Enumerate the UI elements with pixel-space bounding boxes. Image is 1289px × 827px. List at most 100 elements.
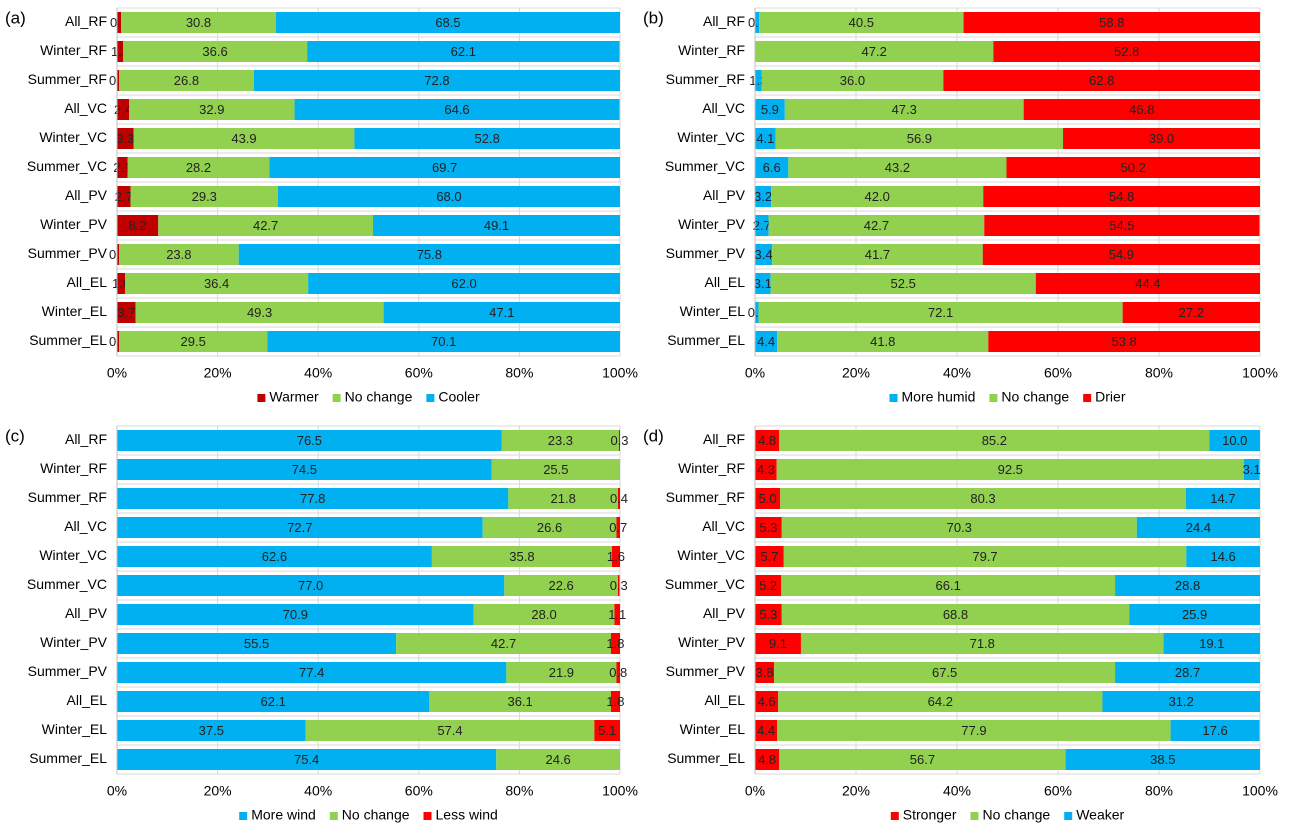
bar-segment xyxy=(277,186,620,207)
value-label: 0.3 xyxy=(610,433,628,448)
value-label: 50.2 xyxy=(1121,160,1146,175)
y-tick-label: Winter_VC xyxy=(39,129,107,145)
value-label: 44.4 xyxy=(1135,276,1160,291)
value-label: 0.4 xyxy=(610,491,628,506)
bar-segment xyxy=(1170,720,1260,741)
value-label: 24.6 xyxy=(545,752,570,767)
bar-segment xyxy=(117,186,131,207)
value-label: 68.8 xyxy=(943,607,968,622)
bar-segment xyxy=(777,331,989,352)
value-label: 62.1 xyxy=(261,694,286,709)
value-label: 62.8 xyxy=(1089,73,1114,88)
value-label: 64.6 xyxy=(444,102,469,117)
y-tick-label: Winter_PV xyxy=(678,634,746,650)
value-label: 42.7 xyxy=(253,218,278,233)
bar-segment xyxy=(755,720,778,741)
bar-segment xyxy=(963,12,1260,33)
bar-segment xyxy=(788,157,1007,178)
panel: (c) 0% 20% 40% 60% 80% 100% All_RF 76.5 23.3 0.3 Wi… xyxy=(5,425,638,823)
legend-label: Cooler xyxy=(438,389,480,405)
legend-swatch xyxy=(332,394,341,402)
bar-segment xyxy=(784,99,1024,120)
bar-segment xyxy=(117,488,509,509)
bar-segment xyxy=(1035,273,1260,294)
value-label: 39.0 xyxy=(1149,131,1174,146)
bar-segment xyxy=(158,215,374,236)
bar-segment xyxy=(1115,662,1260,683)
value-label: 62.1 xyxy=(451,44,476,59)
value-label: 3.7 xyxy=(117,305,135,320)
x-tick-label: 0% xyxy=(745,365,765,381)
bar-segment xyxy=(121,12,276,33)
bar-segment xyxy=(755,459,777,480)
value-label: 49.1 xyxy=(484,218,509,233)
bar-segment xyxy=(1063,128,1260,149)
y-tick-label: Winter_PV xyxy=(40,634,108,650)
y-tick-label: Summer_PV xyxy=(666,245,746,261)
value-label: 57.4 xyxy=(437,723,462,738)
x-tick-label: 60% xyxy=(1044,783,1072,799)
value-label: 67.5 xyxy=(932,665,957,680)
panel: (a)0% 20% 40% 60% 80% 100%All_RF 0.8 30.8 68.5Wi… xyxy=(5,7,638,405)
value-label: 54.9 xyxy=(1109,247,1134,262)
value-label: 52.8 xyxy=(475,131,500,146)
bar-segment xyxy=(755,575,782,596)
bar-segment xyxy=(504,575,618,596)
bar-segment xyxy=(755,691,779,712)
y-tick-label: All_VC xyxy=(64,518,107,534)
bar-segment xyxy=(117,12,122,33)
legend-swatch xyxy=(423,812,432,820)
bar-segment xyxy=(117,662,507,683)
y-tick-label: All_PV xyxy=(65,605,108,621)
value-label: 6.6 xyxy=(763,160,781,175)
value-label: 21.8 xyxy=(551,491,576,506)
y-tick-label: Summer_PV xyxy=(28,245,108,261)
panel-label: (c) xyxy=(5,426,25,445)
value-label: 36.1 xyxy=(507,694,532,709)
panel: (d) 0% 20% 40% 60% 80% 100% All_RF 4.8 85.2 10.0 Wi… xyxy=(643,425,1278,823)
y-tick-label: All_EL xyxy=(705,274,746,290)
bar-segment xyxy=(768,215,985,236)
legend-swatch xyxy=(329,812,338,820)
value-label: 8.2 xyxy=(129,218,147,233)
value-label: 0.8 xyxy=(609,665,627,680)
value-label: 14.7 xyxy=(1210,491,1235,506)
value-label: 77.0 xyxy=(298,578,323,593)
value-label: 26.6 xyxy=(537,520,562,535)
bar-segment xyxy=(611,546,620,567)
bar-segment xyxy=(1243,459,1260,480)
bar-segment xyxy=(117,331,120,352)
bar-segment xyxy=(755,157,789,178)
legend: More wind No change Less wind xyxy=(239,807,498,823)
bar-segment xyxy=(800,633,1164,654)
y-tick-label: Summer_RF xyxy=(666,489,745,505)
y-tick-label: Summer_VC xyxy=(27,158,107,174)
value-label: 28.7 xyxy=(1175,665,1200,680)
bar-segment xyxy=(610,691,620,712)
bar-segment xyxy=(755,273,771,294)
x-tick-label: 100% xyxy=(602,365,638,381)
bar-segment xyxy=(429,691,611,712)
bar-segment xyxy=(983,186,1260,207)
y-tick-label: Winter_EL xyxy=(42,721,108,737)
y-tick-label: Summer_VC xyxy=(665,158,745,174)
value-label: 62.0 xyxy=(451,276,476,291)
value-label: 72.8 xyxy=(424,73,449,88)
legend-label: Less wind xyxy=(436,807,498,823)
value-label: 58.8 xyxy=(1099,15,1124,30)
y-tick-label: All_VC xyxy=(702,518,745,534)
bar-segment xyxy=(755,749,780,770)
value-label: 25.9 xyxy=(1182,607,1207,622)
legend-label: No change xyxy=(345,389,413,405)
bar-segment xyxy=(781,517,1137,538)
y-tick-label: Winter_VC xyxy=(677,547,745,563)
bar-segment xyxy=(117,41,124,62)
value-label: 55.5 xyxy=(244,636,269,651)
bar-segment xyxy=(501,430,619,451)
value-label: 79.7 xyxy=(972,549,997,564)
legend-label: More humid xyxy=(902,389,976,405)
bar-segment xyxy=(755,604,782,625)
value-label: 42.7 xyxy=(491,636,516,651)
value-label: 43.2 xyxy=(885,160,910,175)
